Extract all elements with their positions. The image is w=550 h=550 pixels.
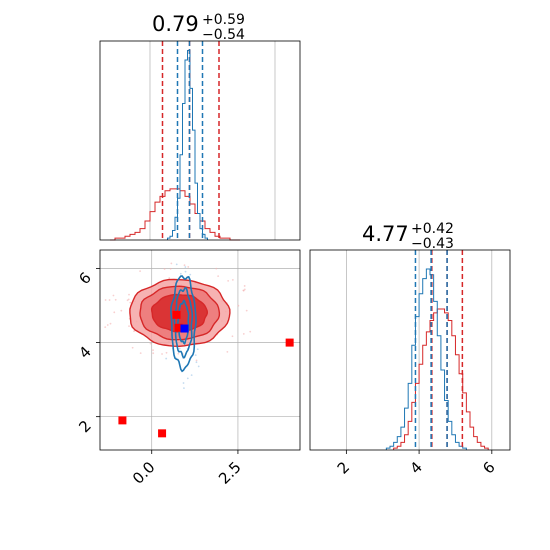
x-tick-label: 6 — [479, 458, 498, 477]
blue-sample-dot — [197, 365, 200, 368]
svg-text:+0.42: +0.42 — [411, 221, 454, 237]
x-tick-label: 2 — [334, 458, 353, 477]
red-sample-dot — [131, 346, 134, 349]
red-sample-dot — [242, 333, 245, 335]
red-sample-dot — [128, 325, 130, 328]
x-tick-label: 2.5 — [215, 458, 245, 488]
red-sample-dot — [231, 278, 234, 281]
red-sample-dot — [104, 299, 107, 301]
blue-contour-level-1 — [170, 275, 197, 373]
blue-sample-dot — [165, 357, 168, 360]
red-sample-dot — [249, 330, 252, 333]
red-square-marker — [285, 338, 294, 347]
red-sample-dot — [243, 285, 246, 287]
blue-sample-dot — [175, 263, 178, 266]
bottom-right-histogram-panel: 2 4 6 — [309, 249, 511, 478]
blue-sample-dot — [186, 377, 189, 380]
red-sample-dot — [169, 267, 172, 270]
blue-histogram — [385, 268, 467, 450]
red-sample-dot — [127, 298, 130, 301]
red-sample-dot — [104, 326, 107, 329]
red-sample-dot — [168, 277, 171, 279]
red-sample-dot — [139, 270, 141, 273]
red-sample-dot — [227, 279, 230, 282]
red-histogram — [110, 188, 240, 241]
blue-square-marker — [180, 324, 189, 333]
blue-histogram — [167, 49, 208, 240]
red-sample-dot — [161, 353, 163, 355]
red-square-marker — [174, 323, 183, 332]
red-sample-dot — [129, 301, 132, 304]
x-tick-label: 0.0 — [129, 458, 159, 488]
red-sample-dot — [217, 275, 220, 278]
red-sample-dot — [106, 324, 109, 326]
plot-area — [100, 250, 300, 450]
blue-sample-dot — [184, 266, 187, 268]
svg-text:+0.59: +0.59 — [202, 12, 245, 28]
blue-sample-dot — [195, 361, 198, 364]
svg-text:4.77: 4.77 — [362, 222, 409, 246]
top-left-histogram-panel — [99, 40, 301, 241]
red-sample-dot — [108, 299, 111, 301]
bottom-left-2d-panel: 0.0 2.5 2 4 6 — [75, 249, 301, 488]
blue-sample-dot — [189, 273, 192, 276]
blue-sample-dot — [190, 374, 193, 377]
blue-sample-dot — [182, 382, 185, 384]
red-square-marker — [172, 310, 181, 319]
panel-frame — [99, 40, 301, 241]
red-histogram — [393, 308, 489, 450]
y-tick-label: 6 — [75, 269, 94, 288]
red-sample-dot — [243, 288, 246, 291]
red-sample-dot — [226, 351, 229, 353]
svg-text:0.79: 0.79 — [152, 12, 199, 36]
panel-frame — [309, 249, 511, 451]
title-top-left: 0.79 +0.59 −0.54 — [152, 12, 245, 43]
title-bottom-right: 4.77 +0.42 −0.43 — [362, 221, 454, 252]
red-sample-dot — [152, 349, 154, 352]
panel-frame — [99, 249, 301, 451]
red-sample-dot — [163, 268, 166, 270]
red-sample-dot — [187, 266, 190, 268]
blue-contour-level-2 — [173, 286, 194, 359]
red-square-marker — [158, 429, 167, 438]
red-sample-dot — [120, 309, 123, 312]
red-sample-dot — [245, 309, 248, 312]
red-sample-dot — [215, 267, 218, 270]
red-sample-dot — [237, 304, 240, 307]
x-tick-label: 4 — [406, 458, 425, 477]
red-sample-dot — [183, 264, 186, 267]
red-sample-dot — [139, 352, 142, 355]
blue-sample-dot — [184, 270, 187, 273]
red-sample-dot — [152, 352, 155, 355]
red-square-marker — [118, 416, 127, 425]
y-tick-label: 4 — [75, 343, 94, 362]
red-sample-dot — [113, 311, 116, 314]
svg-text:−0.54: −0.54 — [202, 27, 245, 43]
red-sample-dot — [109, 322, 112, 325]
blue-sample-dot — [178, 347, 181, 350]
blue-sample-dot — [194, 354, 197, 356]
red-sample-dot — [177, 352, 180, 355]
red-sample-dot — [170, 262, 173, 265]
blue-contour-level-3 — [177, 299, 190, 345]
red-sample-dot — [165, 351, 168, 354]
red-sample-dot — [112, 294, 115, 297]
red-sample-dot — [242, 289, 245, 292]
red-sample-dot — [149, 342, 152, 345]
blue-sample-dot — [179, 272, 182, 275]
red-sample-dot — [133, 330, 135, 333]
svg-text:−0.43: −0.43 — [411, 236, 454, 252]
red-sample-dot — [128, 293, 130, 296]
blue-sample-dot — [183, 387, 185, 390]
blue-sample-dot — [196, 348, 199, 351]
red-sample-dot — [114, 298, 117, 301]
y-tick-label: 2 — [75, 417, 94, 436]
red-sample-dot — [231, 335, 234, 338]
red-sample-dot — [195, 359, 198, 362]
